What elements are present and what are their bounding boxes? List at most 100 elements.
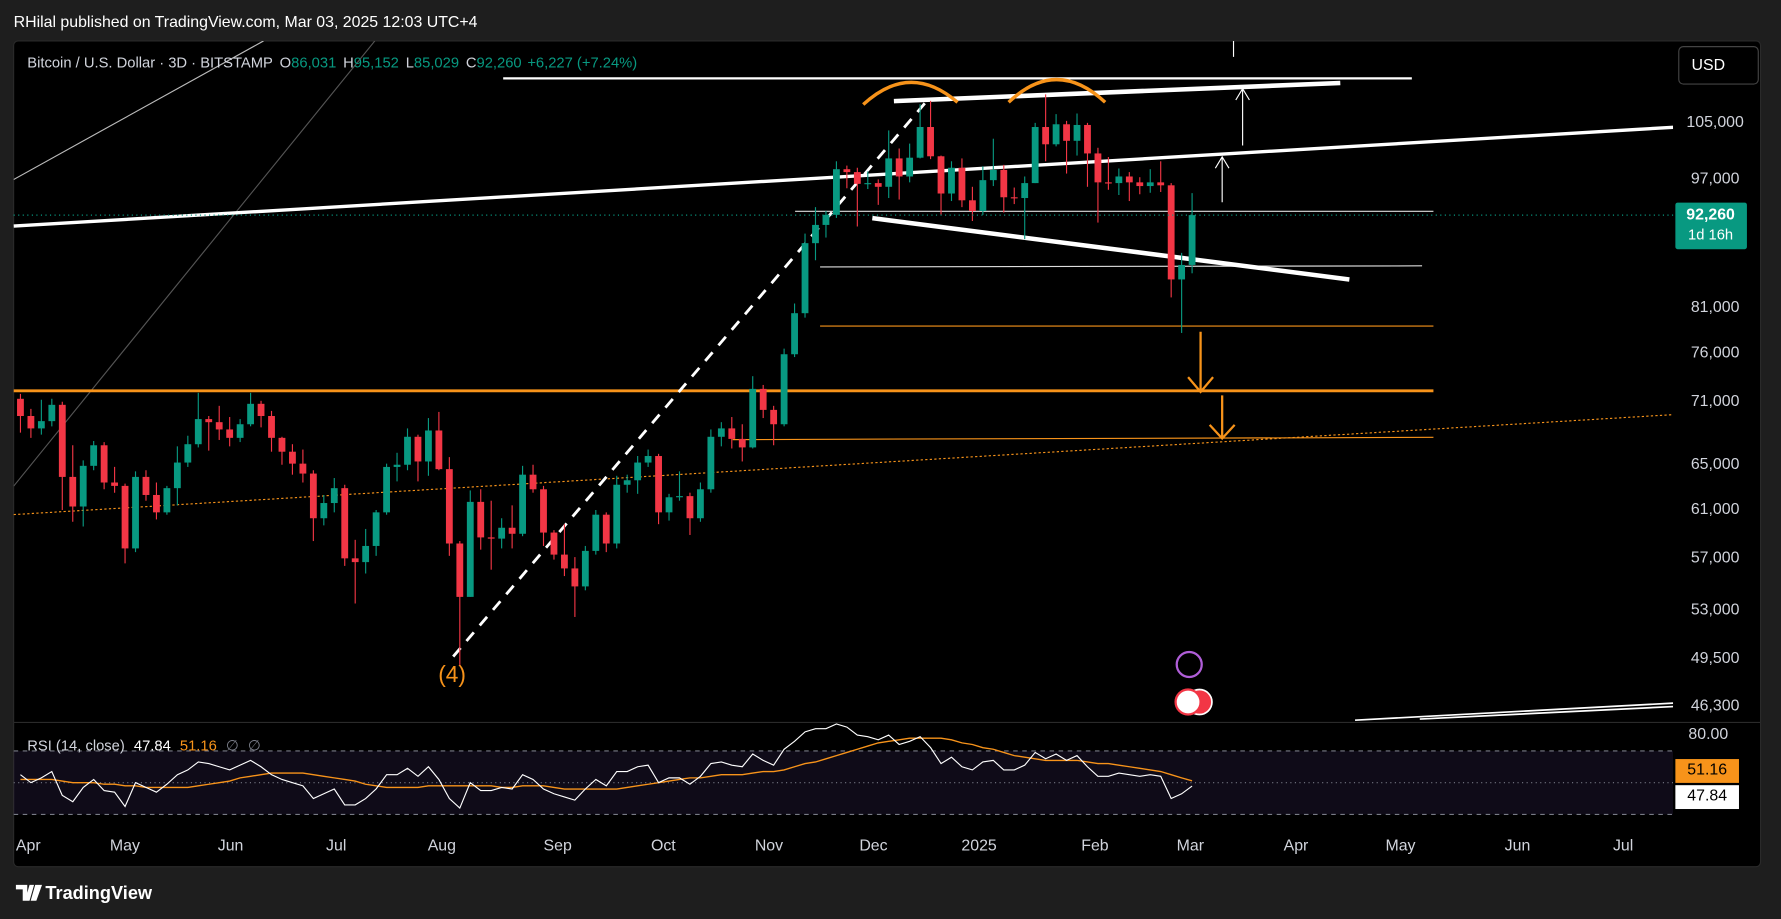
- candle-body: [299, 463, 307, 474]
- symbol-legend: Bitcoin / U.S. Dollar · 3D · BITSTAMP O86…: [27, 56, 637, 72]
- y-tick-label: 71,000: [1691, 393, 1740, 410]
- candle-body: [341, 488, 349, 559]
- candle-body: [697, 489, 704, 519]
- candle-body: [1125, 176, 1133, 183]
- candle-body: [801, 243, 809, 314]
- rsi-ma-line: [20, 737, 1193, 790]
- candle-body: [833, 169, 840, 215]
- y-tick-label: 105,000: [1686, 114, 1744, 131]
- rsi-band: [13, 750, 1674, 815]
- ohlc-value: 92,260: [477, 56, 522, 72]
- candle-body: [623, 480, 631, 485]
- currency-label[interactable]: USD: [1692, 57, 1726, 74]
- x-axis: Apr May Jun Jul Aug Sep Oct Nov Dec 2025 Feb Mar Apr…: [16, 837, 1633, 854]
- candle-body: [927, 127, 934, 157]
- candle-body: [728, 428, 736, 439]
- support-line: [732, 436, 1434, 441]
- candle-body: [780, 354, 788, 425]
- candle-body: [445, 469, 453, 544]
- candle-body: [309, 473, 317, 519]
- candle-body: [843, 169, 851, 173]
- candle-body: [519, 474, 526, 534]
- top-arc: [1007, 78, 1107, 104]
- candle-body: [100, 445, 108, 483]
- candle-body: [707, 436, 715, 490]
- candle-body: [1063, 124, 1070, 141]
- candle-body: [1178, 264, 1186, 280]
- candle-body: [132, 476, 139, 549]
- candle-body: [173, 462, 181, 489]
- candle-body: [1073, 124, 1081, 141]
- chart-panel: [13, 40, 1762, 868]
- x-tick-label: Oct: [651, 837, 676, 854]
- currency-button[interactable]: [1678, 46, 1759, 85]
- candle-body: [268, 416, 275, 438]
- candle-body: [989, 169, 997, 181]
- candle-body: [27, 416, 35, 429]
- candle-body: [1188, 215, 1196, 265]
- candle-body: [634, 462, 642, 481]
- rsi-tick-label: 80.00: [1688, 726, 1728, 743]
- rsi-line: [20, 723, 1193, 810]
- candle-body: [1157, 182, 1165, 186]
- y-tick-label: 65,000: [1691, 456, 1740, 473]
- candle-body: [456, 543, 464, 597]
- x-tick-label: Jul: [1613, 837, 1633, 854]
- candle-body: [937, 156, 945, 194]
- candle-body: [561, 554, 568, 569]
- ohlc-label: L: [406, 56, 414, 72]
- event-icon[interactable]: [1175, 650, 1203, 679]
- y-tick-label: 76,000: [1691, 345, 1740, 362]
- x-tick-label: Jun: [1505, 837, 1531, 854]
- rsi-ma-value: 51.16: [1687, 762, 1727, 779]
- candle-body: [1084, 124, 1091, 154]
- level-line: [820, 265, 1423, 268]
- candle-body: [644, 456, 652, 463]
- candle-body: [425, 430, 432, 462]
- logo: [15, 884, 43, 901]
- candle-body: [979, 180, 987, 211]
- candle-body: [508, 527, 516, 534]
- candle-body: [205, 419, 213, 423]
- candle-body: [215, 422, 223, 430]
- candle-body: [383, 466, 390, 513]
- last-price-label: 92,260: [1686, 206, 1735, 223]
- x-tick-label: 2025: [961, 837, 997, 854]
- candle-body: [257, 403, 265, 417]
- top-arc: [862, 80, 959, 106]
- ohlc-value: 95,152: [354, 56, 399, 72]
- event-icon[interactable]: [1174, 688, 1202, 716]
- candle-body: [1031, 127, 1039, 184]
- candle-body: [404, 436, 411, 465]
- y-tick-label: 57,000: [1691, 550, 1740, 567]
- candle-body: [90, 445, 98, 466]
- rsi-ma-box: [1675, 759, 1739, 783]
- ohlc-value: 85,029: [414, 56, 459, 72]
- wave-label: (4): [438, 661, 466, 687]
- candle-body: [111, 482, 119, 486]
- candle-body: [163, 488, 171, 513]
- candle-body: [121, 485, 129, 549]
- candle-body: [717, 428, 725, 437]
- x-tick-label: May: [1385, 837, 1415, 854]
- candle-body: [958, 167, 966, 201]
- candle-body: [58, 404, 66, 477]
- candle-body: [372, 512, 380, 546]
- candles: [17, 94, 1196, 667]
- x-tick-label: Aug: [428, 837, 456, 854]
- x-tick-label: Apr: [1284, 837, 1309, 854]
- ohlc-change: +6,227 (+7.24%): [527, 56, 637, 72]
- x-tick-label: Nov: [755, 837, 783, 854]
- candle-body: [48, 404, 56, 422]
- y-tick-label: 97,000: [1691, 171, 1740, 188]
- x-tick-label: Feb: [1081, 837, 1109, 854]
- y-tick-label: 46,300: [1691, 698, 1740, 715]
- candle-body: [759, 388, 767, 410]
- candle-body: [581, 550, 589, 587]
- candle-body: [330, 488, 338, 504]
- candle-body: [1042, 127, 1050, 145]
- trend-line: [13, 40, 264, 181]
- y-tick-label: 61,000: [1691, 501, 1740, 518]
- candle-body: [906, 157, 914, 177]
